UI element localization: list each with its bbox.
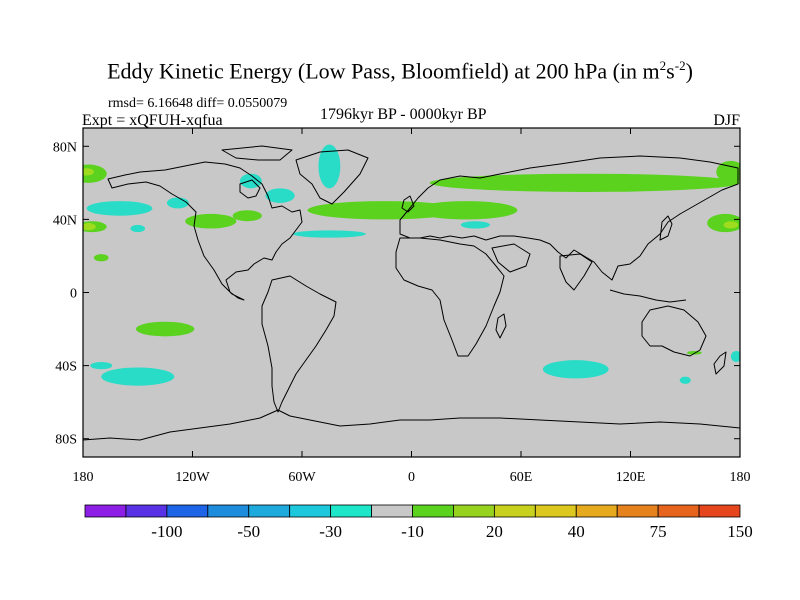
colorbar-swatch — [289, 504, 332, 518]
colorbar-swatch — [534, 504, 577, 518]
experiment-label: Expt = xQFUH-xqfua — [82, 112, 223, 129]
anomaly-s-pacific-20s — [135, 321, 195, 337]
coastline-india — [559, 253, 593, 291]
coastline-british-isles — [401, 195, 415, 213]
coastline-madagascar — [495, 313, 507, 339]
anomaly-s-pacific-45s — [101, 367, 175, 386]
coastline-antarctica — [83, 409, 740, 441]
colorbar-label: -50 — [237, 522, 260, 541]
coastline-new-zealand — [713, 351, 727, 375]
colorbar-label: -30 — [319, 522, 342, 541]
anomaly-s-pacific-40s — [90, 361, 113, 370]
coastline-indonesia — [609, 289, 687, 303]
colorbar-swatch — [575, 504, 618, 518]
lon-tick-label: 60W — [288, 470, 316, 485]
anomaly-c-pacific-20n — [93, 254, 109, 262]
colorbar-swatch — [371, 504, 413, 518]
colorbar-swatch — [412, 504, 454, 518]
stats-text: rmsd= 6.16648 diff= 0.0550079 — [108, 96, 288, 111]
lon-tick-label: 0 — [408, 470, 415, 485]
colorbar-swatch — [616, 504, 659, 518]
coastline-africa — [395, 237, 505, 357]
colorbar-label: 40 — [568, 522, 585, 541]
colorbar-label: 75 — [650, 522, 667, 541]
anomaly-eurasia-jet — [429, 173, 740, 192]
lon-tick-label: 180 — [730, 470, 751, 485]
colorbar-swatch — [166, 504, 209, 518]
lat-tick-label: 40N — [53, 213, 77, 228]
colorbar-label: 150 — [727, 522, 753, 541]
anomaly-w-pacific-35n-core — [723, 221, 739, 229]
anomaly-n-pacific-east — [716, 160, 740, 183]
anomaly-europe — [415, 201, 518, 220]
lon-tick-label: 120E — [616, 470, 646, 485]
colorbar-swatch — [125, 504, 168, 518]
anomaly-pacific-50n — [166, 197, 189, 209]
plot-title: Eddy Kinetic Energy (Low Pass, Bloomfiel… — [107, 58, 693, 84]
coastline-greenland — [295, 149, 369, 205]
coastline-south-america — [261, 275, 337, 413]
colorbar-label: -10 — [401, 522, 424, 541]
lon-tick-label: 180 — [73, 470, 94, 485]
colorbar-swatch — [493, 504, 536, 518]
coastline-arctic-islands — [221, 145, 293, 161]
anomaly-e-mediterranean — [460, 221, 490, 229]
anomaly-n-america-38n — [232, 210, 262, 222]
anomaly-pacific-45n — [86, 201, 153, 216]
lat-tick-label: 40S — [55, 360, 77, 375]
anomaly-w-pacific-40n-core — [83, 223, 96, 231]
anomaly-field — [83, 144, 740, 386]
colorbar-swatch — [330, 504, 372, 518]
anomaly-s-pacific-180 — [730, 350, 740, 362]
coastlines — [83, 145, 740, 441]
anomaly-s-indian-40s — [542, 360, 609, 379]
colorbar-swatch — [657, 504, 700, 518]
colorbar-swatch — [84, 504, 127, 518]
coastline-japan — [659, 215, 673, 241]
lon-tick-label: 120W — [175, 470, 210, 485]
coastline-north-america — [107, 161, 303, 301]
season-label: DJF — [713, 112, 740, 129]
colorbar-swatch — [453, 504, 495, 518]
colorbar: -100 -50 -30 -10 20 40 75 150 — [84, 504, 753, 541]
colorbar-swatch — [207, 504, 250, 518]
longitude-axis: 180 120W 60W 0 60E 120E 180 — [73, 128, 751, 485]
lat-tick-label: 80S — [55, 433, 77, 448]
colorbar-swatch — [248, 504, 291, 518]
coastline-arabia — [491, 243, 531, 273]
anomaly-n-america-east — [265, 188, 295, 203]
anomaly-n-america-40n — [185, 213, 237, 229]
anomaly-atlantic-35n — [292, 230, 366, 238]
coastline-australia — [641, 305, 707, 357]
anomaly-greenland — [318, 144, 341, 189]
colorbar-label: 20 — [486, 522, 503, 541]
lat-tick-label: 0 — [70, 287, 77, 302]
anomaly-s-tasman-50s — [679, 376, 691, 384]
period-label: 1796kyr BP - 0000kyr BP — [320, 106, 487, 123]
lat-tick-label: 80N — [53, 140, 77, 155]
lon-tick-label: 60E — [510, 470, 533, 485]
coastline-europe-asia — [399, 155, 739, 281]
anomaly-pacific-38n — [130, 224, 146, 233]
colorbar-label: -100 — [151, 522, 182, 541]
anomaly-n-pacific-west-core — [83, 168, 94, 176]
colorbar-swatch — [698, 504, 741, 518]
coastline-hudson-bay — [239, 179, 261, 199]
latitude-axis: 80N 40N 0 40S 80S — [53, 140, 740, 448]
